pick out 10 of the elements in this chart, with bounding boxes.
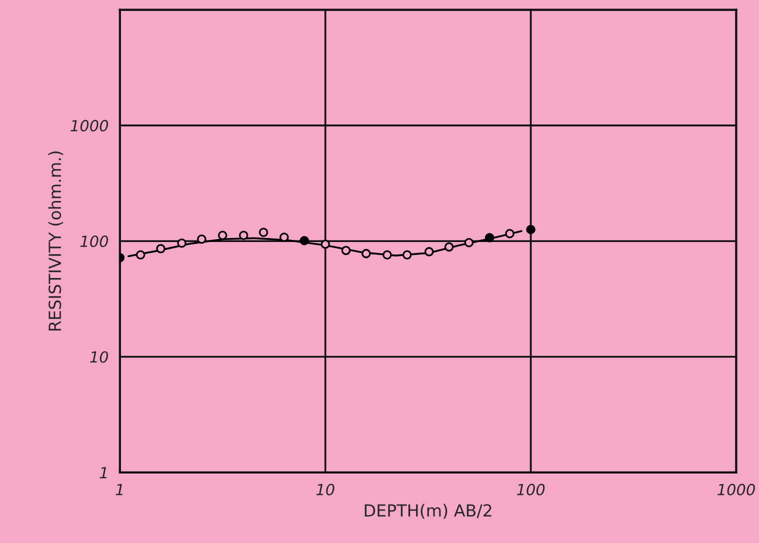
y-axis-title: RESISTIVITY (ohm.m.) — [48, 151, 64, 330]
y-tick-label: 1 — [100, 467, 106, 478]
y-tick-label: 10 — [90, 351, 108, 363]
y-tick-label: 100 — [80, 236, 108, 248]
x-axis-title: DEPTH(m) AB/2 — [364, 504, 492, 519]
x-tick-label: 10 — [316, 484, 334, 496]
x-tick-label: 100 — [516, 484, 545, 496]
x-tick-label: 1000 — [718, 484, 755, 496]
x-tick-label: 1 — [116, 484, 122, 496]
y-tick-label: 1000 — [70, 120, 108, 132]
